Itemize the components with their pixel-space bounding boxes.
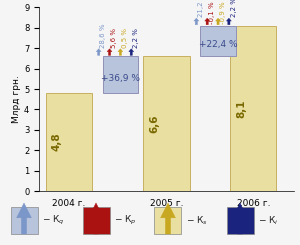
Text: 6,6: 6,6 (150, 114, 160, 133)
Polygon shape (96, 49, 101, 55)
Text: 2,2 %: 2,2 % (133, 28, 139, 48)
Bar (143, 56, 190, 191)
Polygon shape (118, 49, 123, 55)
Text: 0,5 %: 0,5 % (122, 28, 128, 48)
Polygon shape (232, 203, 247, 234)
Text: $-$ К$_р$: $-$ К$_р$ (114, 214, 136, 227)
Polygon shape (216, 18, 220, 25)
Polygon shape (194, 18, 199, 25)
Text: -0,1 %: -0,1 % (209, 1, 215, 24)
Text: 8,1: 8,1 (236, 99, 246, 118)
Bar (226, 207, 254, 234)
Text: +36,9 %: +36,9 % (101, 74, 140, 83)
Bar (11, 207, 38, 234)
Bar (82, 207, 109, 234)
Polygon shape (129, 49, 134, 55)
Bar (103, 56, 138, 93)
Polygon shape (226, 18, 231, 25)
Text: +22,4 %: +22,4 % (199, 40, 237, 49)
Text: 4,8: 4,8 (52, 133, 62, 151)
Text: 21,2 %: 21,2 % (198, 0, 204, 17)
Text: 5,6 %: 5,6 % (111, 28, 117, 48)
Polygon shape (16, 203, 32, 234)
Bar (154, 207, 182, 234)
Text: $-$ К$_q$: $-$ К$_q$ (42, 214, 65, 227)
Y-axis label: Млрд грн.: Млрд грн. (12, 75, 21, 123)
Polygon shape (107, 49, 112, 55)
Text: -0,9 %: -0,9 % (220, 1, 226, 24)
Text: $-$ К$_i$: $-$ К$_i$ (258, 214, 279, 227)
Bar (46, 93, 92, 191)
Polygon shape (205, 18, 210, 25)
Text: $-$ К$_s$: $-$ К$_s$ (186, 214, 208, 227)
Bar (230, 26, 276, 191)
Text: 2,2 %: 2,2 % (230, 0, 236, 17)
Polygon shape (160, 203, 175, 234)
Text: 28,6 %: 28,6 % (100, 23, 106, 48)
Bar (200, 26, 236, 56)
Polygon shape (88, 203, 104, 234)
